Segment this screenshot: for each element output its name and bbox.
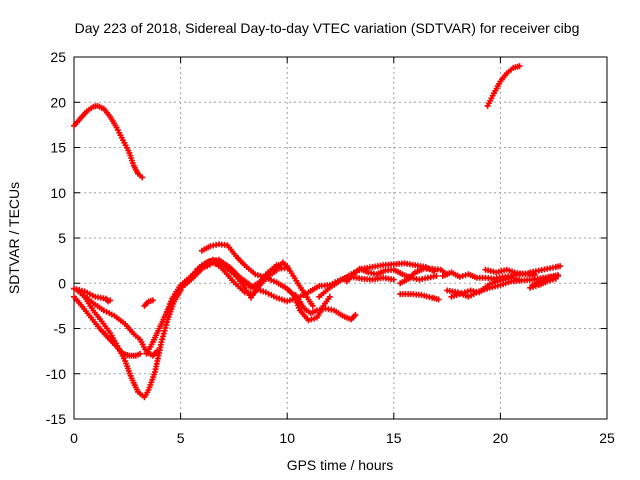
x-axis-tick-labels: 0 5 10 15 20 25 [70, 430, 615, 446]
grid [74, 57, 607, 419]
y-axis-label: SDTVAR / TECUs [6, 182, 22, 294]
series-track-1 [71, 102, 146, 181]
series-track-4 [73, 286, 184, 401]
y-tick-label: -5 [54, 321, 67, 337]
y-tick-label: 10 [50, 185, 66, 201]
y-tick-label: 25 [50, 49, 66, 65]
series-track-23 [527, 275, 559, 291]
axis-ticks [73, 56, 608, 420]
series-track-6 [79, 291, 161, 359]
y-tick-label: -10 [46, 366, 66, 382]
series-track-2 [484, 63, 523, 109]
series-track-13 [292, 292, 359, 323]
x-tick-label: 10 [279, 430, 295, 446]
x-tick-label: 15 [386, 430, 402, 446]
series-markers [213, 261, 291, 298]
series-track-17 [397, 291, 442, 303]
y-tick-label: 15 [50, 140, 66, 156]
series-markers [141, 297, 156, 309]
series-track-24 [527, 263, 564, 276]
series-track-12 [213, 261, 291, 298]
series-markers [527, 263, 564, 276]
series-track-16 [397, 265, 451, 287]
series-track-15 [343, 265, 440, 285]
series-markers [527, 275, 559, 291]
y-axis-tick-labels: -15 -10 -5 0 5 10 15 20 25 [46, 49, 66, 427]
series-markers [292, 292, 359, 323]
chart-title: Day 223 of 2018, Sidereal Day-to-day VTE… [75, 20, 580, 36]
series-markers [397, 265, 451, 287]
y-tick-label: 20 [50, 94, 66, 110]
series-line [200, 243, 332, 322]
series-line [486, 64, 521, 108]
x-tick-label: 5 [177, 430, 185, 446]
x-tick-label: 0 [70, 430, 78, 446]
series-track-5 [71, 285, 114, 305]
series-markers [71, 102, 146, 181]
x-tick-label: 20 [493, 430, 509, 446]
y-tick-label: 5 [58, 230, 66, 246]
x-tick-label: 25 [599, 430, 615, 446]
series-markers [397, 291, 442, 303]
series-track-7 [141, 297, 156, 309]
series-markers [71, 285, 114, 305]
data-series [71, 63, 564, 401]
y-tick-label: 0 [58, 275, 66, 291]
series-markers [343, 265, 440, 285]
series-markers [484, 63, 523, 109]
x-axis-label: GPS time / hours [287, 457, 394, 473]
series-markers [79, 291, 161, 359]
y-tick-label: -15 [46, 411, 66, 427]
series-track-21 [482, 266, 538, 279]
